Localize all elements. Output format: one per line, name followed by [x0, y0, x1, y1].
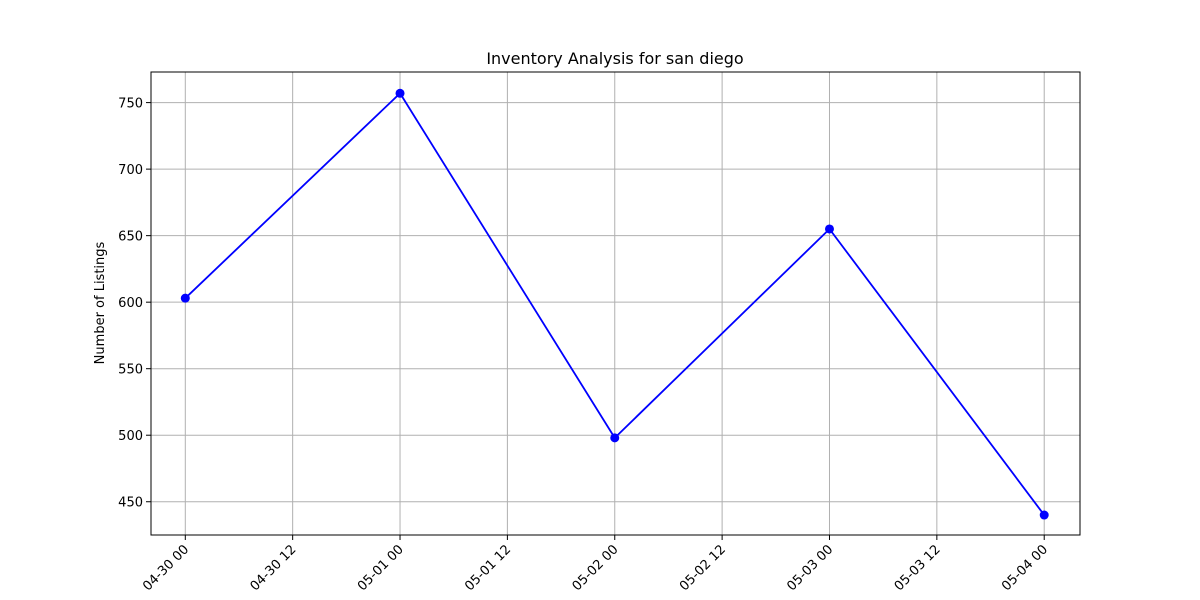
- y-tick-label: 600: [118, 296, 143, 311]
- y-tick-label: 750: [118, 97, 143, 112]
- data-point: [180, 293, 190, 303]
- data-point: [610, 433, 620, 443]
- y-axis: 450 500 550 600 650 700 750: [118, 97, 151, 511]
- data-point: [824, 224, 834, 234]
- plot-frame: [150, 71, 1081, 536]
- y-tick-label: 450: [118, 496, 143, 511]
- y-tick-label: 550: [118, 363, 143, 378]
- y-tick-label: 500: [118, 429, 143, 444]
- y-axis-label: Number of Listings: [93, 241, 108, 364]
- chart-title: Inventory Analysis for san diego: [486, 49, 743, 68]
- y-tick-label: 650: [118, 230, 143, 245]
- series-layer: [180, 88, 1049, 520]
- grid-lines: [151, 72, 1080, 535]
- data-point: [395, 88, 405, 98]
- data-point: [1039, 510, 1049, 520]
- y-tick-label: 700: [118, 163, 143, 178]
